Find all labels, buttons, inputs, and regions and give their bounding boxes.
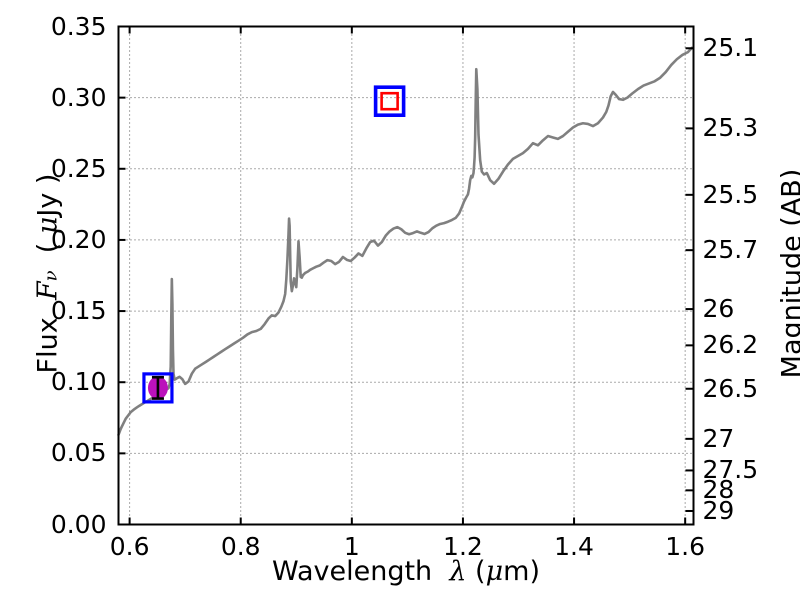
y-tick-label: 0.10 [50, 367, 107, 397]
y-axis-title: Flux Fν ( μJy ) [32, 173, 64, 374]
y2-tick-label: 25.3 [702, 113, 759, 143]
y-tick-label: 0.35 [50, 11, 107, 41]
y2-tick-label: 25.7 [702, 235, 759, 265]
y2-tick-label: 25.1 [702, 33, 759, 63]
x-tick-label: 0.6 [109, 531, 150, 561]
blue-square-outline[interactable] [373, 85, 406, 117]
x-tick-label: 1.4 [554, 531, 594, 561]
x-tick-label: 1 [343, 531, 360, 561]
y-tick-label: 0.25 [50, 153, 107, 183]
secondary-y-axis-title: Magnitude (AB) [776, 168, 800, 379]
y2-tick-label: 27.5 [702, 455, 759, 485]
y2-tick-label: 26 [702, 294, 735, 324]
x-tick-label: 0.8 [220, 531, 261, 561]
blue-square-outline[interactable] [142, 372, 174, 404]
plot-frame [117, 25, 695, 526]
photometry-marker-point-0p65[interactable] [142, 372, 174, 404]
y2-tick-label: 27 [702, 423, 735, 453]
y2-tick-label: 28 [702, 475, 735, 505]
x-tick-label: 1.6 [665, 531, 706, 561]
spectrum-line [117, 46, 694, 437]
y2-tick-label: 25.5 [702, 179, 759, 209]
red-square-marker[interactable] [380, 91, 399, 111]
y-tick-label: 0.15 [50, 296, 107, 326]
y-tick-label: 0.30 [50, 82, 107, 112]
x-tick-label: 1.2 [443, 531, 483, 561]
y2-tick-label: 26.2 [702, 330, 759, 360]
y2-tick-label: 26.5 [702, 373, 759, 403]
photometry-marker-point-1p07[interactable] [373, 85, 406, 117]
y-tick-label: 0.00 [50, 509, 107, 539]
y-tick-label: 0.20 [50, 224, 107, 254]
x-axis-title: Wavelength λ (μm) [272, 556, 540, 587]
y2-tick-label: 29 [702, 495, 735, 525]
y-tick-label: 0.05 [50, 438, 107, 468]
